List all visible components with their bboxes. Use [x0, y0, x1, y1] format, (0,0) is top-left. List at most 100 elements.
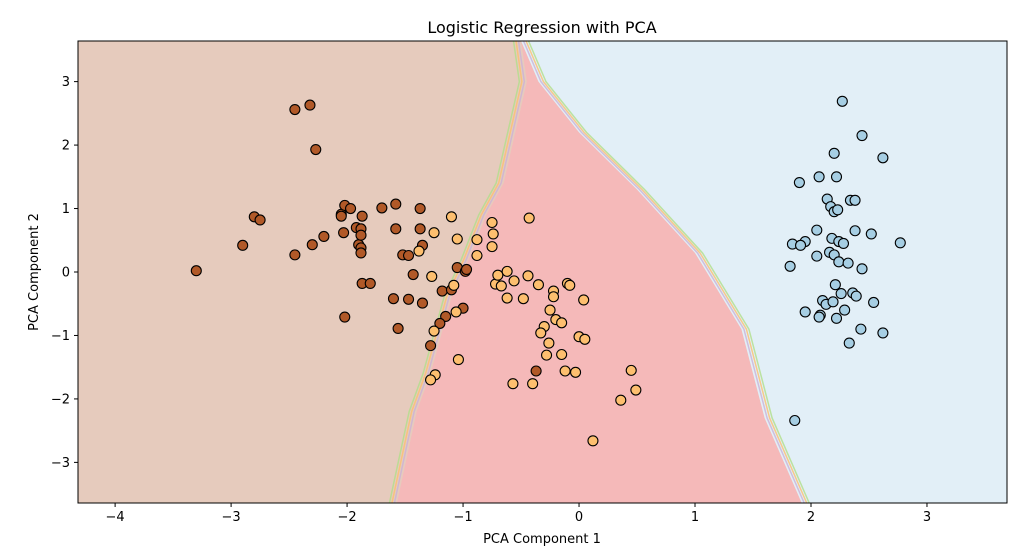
data-point [570, 366, 582, 378]
data-point [335, 210, 347, 222]
plot-area [77, 40, 1008, 504]
data-point [407, 268, 419, 281]
x-axis-label: PCA Component 1 [483, 532, 601, 547]
data-point [310, 143, 322, 156]
data-point [829, 279, 841, 291]
data-point [306, 239, 318, 251]
x-tick-label: −3 [222, 510, 241, 525]
data-point [799, 306, 811, 318]
data-point [237, 239, 249, 251]
data-point [487, 228, 499, 240]
data-point [376, 202, 388, 214]
data-point [318, 230, 330, 243]
data-point [440, 310, 452, 322]
data-point [402, 293, 415, 305]
data-point [339, 311, 351, 323]
data-point [445, 211, 458, 223]
data-point [630, 384, 642, 396]
data-point [190, 265, 202, 277]
data-point [355, 247, 367, 259]
data-point [428, 227, 440, 239]
data-point [289, 103, 301, 116]
y-axis-label: PCA Component 2 [27, 213, 42, 331]
data-point [451, 233, 463, 245]
x-tick-label: 0 [575, 510, 583, 525]
data-point [811, 250, 823, 262]
series-class-2 [784, 95, 906, 427]
decision-regions [78, 41, 1007, 503]
data-point [532, 279, 544, 291]
data-point [392, 322, 404, 335]
data-point [254, 214, 266, 226]
data-point [471, 234, 483, 246]
data-point [836, 95, 848, 107]
x-tick-label: −1 [453, 510, 472, 525]
data-point [587, 435, 599, 447]
data-point [543, 337, 555, 349]
data-point [413, 245, 425, 257]
data-point [784, 260, 796, 272]
series-class-1 [413, 211, 642, 447]
data-point [501, 265, 513, 277]
data-point [795, 239, 807, 251]
data-point [813, 311, 825, 323]
data-point [530, 365, 542, 377]
data-point [390, 223, 402, 235]
data-point [578, 294, 590, 306]
data-point [345, 202, 357, 215]
data-point [425, 340, 437, 352]
data-point [364, 277, 376, 289]
data-point [856, 263, 868, 275]
y-tick-label: 3 [62, 75, 70, 90]
data-point [517, 293, 529, 305]
data-point [416, 297, 429, 309]
series-class-0 [190, 99, 542, 377]
data-point [559, 365, 571, 377]
data-point [811, 224, 823, 236]
y-tick-label: 1 [62, 202, 70, 217]
data-point [544, 304, 556, 316]
data-point [877, 152, 889, 164]
x-tick-label: −2 [337, 510, 356, 525]
data-point [850, 290, 862, 302]
x-tick-label: 3 [923, 510, 931, 525]
data-point [338, 227, 350, 239]
data-point [837, 237, 850, 249]
data-point [855, 323, 867, 335]
data-point [450, 306, 462, 318]
data-point [390, 198, 402, 210]
data-point [426, 270, 438, 282]
data-point [556, 348, 568, 361]
x-tick-label: 2 [807, 510, 815, 525]
y-tick-label: −3 [51, 456, 70, 471]
data-point [856, 130, 868, 142]
data-point [471, 249, 483, 262]
y-tick-label: 2 [62, 139, 70, 154]
data-point [356, 210, 368, 222]
data-point [486, 216, 498, 229]
data-point [304, 99, 316, 111]
x-axis: −4 −3 −2 −1 0 1 2 3 [106, 503, 931, 525]
y-tick-label: 0 [62, 266, 70, 281]
data-point [501, 292, 513, 304]
boundary-edge-right [525, 41, 808, 503]
boundary-edge-right [527, 41, 810, 503]
y-axis: −3 −2 −1 0 1 2 3 [51, 75, 78, 471]
data-point [865, 228, 877, 240]
data-point [849, 194, 861, 206]
data-point [579, 333, 591, 345]
data-point [830, 312, 843, 324]
data-point [402, 249, 415, 262]
data-point [547, 291, 560, 303]
boundary-edge-right [522, 41, 805, 503]
data-point [556, 317, 568, 329]
region-class-0 [78, 41, 527, 503]
data-point [495, 280, 507, 292]
data-point [535, 327, 547, 339]
data-point [486, 241, 498, 253]
data-point [894, 237, 906, 249]
data-point [460, 263, 473, 276]
data-point [833, 256, 845, 268]
data-point [835, 288, 847, 300]
data-point [828, 147, 840, 159]
